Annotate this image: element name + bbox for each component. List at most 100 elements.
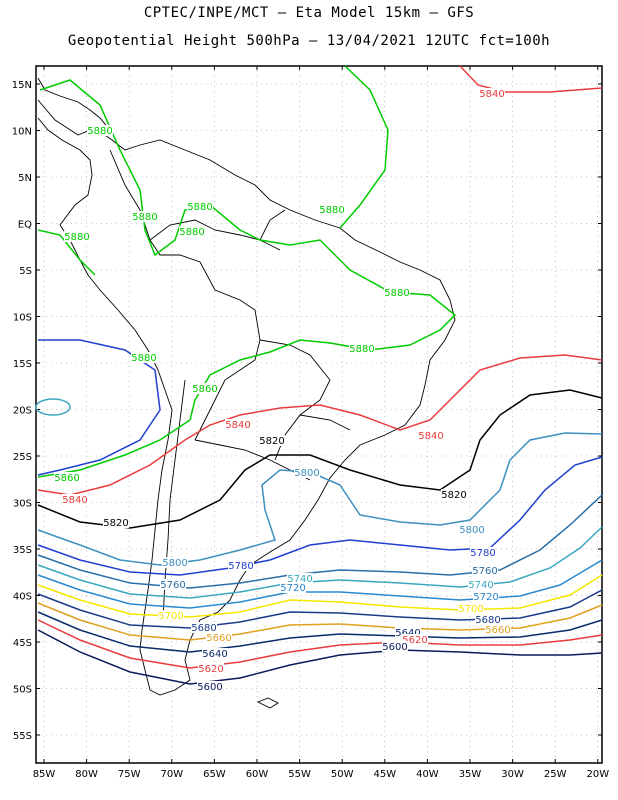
- contour-label-bg: [158, 610, 184, 621]
- contour-5760: [37, 494, 603, 589]
- contour-5660: [37, 602, 603, 641]
- contour-label-5880: 5880: [187, 202, 212, 213]
- contour-label-5860: 5860: [54, 473, 79, 484]
- contour-label-bg: [225, 419, 251, 430]
- contour-label-5640: 5640: [395, 628, 420, 639]
- contour-label-bg: [64, 231, 90, 242]
- contour-label-bg: [162, 557, 188, 568]
- axis-ticks: 15N 10N 5N EQ 5S 10S 15S 20S 25S 30S 35S 40S 45S 50S 5…: [12, 66, 609, 780]
- contour-label-bg: [87, 125, 113, 136]
- lat-tick-label: 35S: [13, 545, 32, 556]
- contour-label-bg: [280, 582, 306, 593]
- contour-label-5680: 5680: [191, 623, 216, 634]
- central-america-coast: [37, 77, 111, 131]
- lat-tick-label: 30S: [13, 499, 32, 510]
- contour-label-5880: 5880: [384, 288, 409, 299]
- contour-label-bg: [441, 489, 467, 500]
- lat-tick-label: 25S: [13, 452, 32, 463]
- contour-label-5780: 5780: [228, 561, 253, 572]
- contour-5880-amazon: [39, 79, 457, 421]
- lon-tick-label: 20W: [586, 769, 609, 780]
- contour-label-bg: [62, 494, 88, 505]
- lat-tick-label: 55S: [13, 731, 32, 742]
- contour-label-5780: 5780: [470, 548, 495, 559]
- contour-label-5880: 5880: [131, 353, 156, 364]
- contour-label-5660: 5660: [485, 625, 510, 636]
- contour-label-bg: [228, 560, 254, 571]
- coastline: [37, 77, 456, 709]
- contour-label-bg: [349, 343, 375, 354]
- contour-label-5880: 5880: [319, 205, 344, 216]
- lat-tick-label: 15N: [12, 80, 32, 91]
- lat-tick-label: 5S: [19, 266, 32, 277]
- contour-label-5700: 5700: [158, 611, 183, 622]
- lat-tick-label: EQ: [18, 220, 32, 231]
- lon-tick-label: 50W: [331, 769, 354, 780]
- lon-tick-label: 45W: [373, 769, 396, 780]
- contour-5880-closed: [35, 398, 71, 416]
- lon-tick-label: 85W: [33, 769, 56, 780]
- lat-tick-label: 15S: [13, 359, 32, 370]
- contour-label-5880: 5880: [179, 227, 204, 238]
- contour-label-bg: [179, 226, 205, 237]
- contour-label-5760: 5760: [472, 566, 497, 577]
- contour-label-bg: [473, 591, 499, 602]
- lon-tick-label: 30W: [501, 769, 524, 780]
- contour-label-bg: [54, 472, 80, 483]
- lon-tick-label: 60W: [246, 769, 269, 780]
- contour-label-bg: [395, 627, 421, 638]
- contour-label-bg: [197, 681, 223, 692]
- contour-label-bg: [382, 641, 408, 652]
- contour-5600: [37, 629, 603, 685]
- contour-label-5620: 5620: [198, 664, 223, 675]
- lat-tick-label: 20S: [13, 406, 32, 417]
- contour-5640: [37, 611, 603, 653]
- contour-label-bg: [206, 632, 232, 643]
- contour-label-5720: 5720: [473, 592, 498, 603]
- contour-5840-mid: [37, 354, 603, 496]
- contour-label-bg: [202, 648, 228, 659]
- contour-label-5820: 5820: [259, 436, 284, 447]
- lon-tick-label: 25W: [544, 769, 567, 780]
- lat-tick-label: 50S: [13, 685, 32, 696]
- contour-5820: [37, 389, 603, 529]
- contour-label-5800: 5800: [162, 558, 187, 569]
- lat-tick-label: 10N: [12, 127, 32, 138]
- contour-5880-west: [37, 229, 96, 276]
- contour-label-5840: 5840: [225, 420, 250, 431]
- contour-label-bg: [294, 467, 320, 478]
- contour-label-bg: [319, 204, 345, 215]
- contour-label-5660: 5660: [206, 633, 231, 644]
- contour-label-bg: [191, 622, 217, 633]
- contour-label-5820: 5820: [103, 518, 128, 529]
- contour-label-bg: [402, 634, 428, 645]
- contour-label-5820: 5820: [441, 490, 466, 501]
- contour-5720: [37, 559, 603, 609]
- contour-label-5640: 5640: [202, 649, 227, 660]
- contour-label-bg: [479, 88, 505, 99]
- map-frame: [35, 65, 603, 764]
- lon-tick-label: 55W: [288, 769, 311, 780]
- lon-tick-label: 35W: [459, 769, 482, 780]
- contour-label-5700: 5700: [458, 604, 483, 615]
- contour-label-5880: 5880: [87, 126, 112, 137]
- contour-label-bg: [192, 383, 218, 394]
- contour-label-5880: 5880: [132, 212, 157, 223]
- contour-5880-north: [339, 65, 389, 229]
- contour-label-bg: [384, 287, 410, 298]
- contour-5620: [37, 619, 603, 669]
- lon-tick-label: 40W: [416, 769, 439, 780]
- graticule: [36, 66, 602, 763]
- lat-tick-label: 40S: [13, 592, 32, 603]
- south-america-coast: [37, 99, 456, 696]
- contour-5780: [37, 456, 603, 576]
- contour-label-bg: [472, 565, 498, 576]
- contour-label-bg: [132, 211, 158, 222]
- lat-tick-label: 5N: [18, 173, 32, 184]
- contour-label-5800: 5800: [294, 468, 319, 479]
- map-title-line1: CPTEC/INPE/MCT – Eta Model 15km – GFS: [143, 5, 475, 21]
- contour-label-bg: [475, 614, 501, 625]
- contour-label-bg: [187, 201, 213, 212]
- contour-label-5800: 5800: [459, 525, 484, 536]
- contour-5880-pacific: [37, 339, 161, 476]
